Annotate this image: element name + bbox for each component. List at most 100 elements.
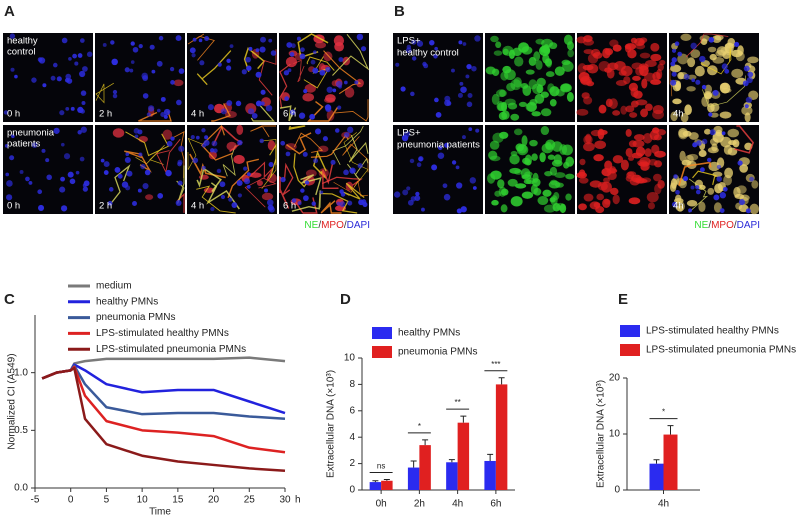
nucleus <box>690 42 697 50</box>
fiber <box>248 161 274 181</box>
nucleus <box>469 177 477 184</box>
cell <box>559 203 567 214</box>
cell <box>549 98 557 107</box>
nucleus <box>28 181 33 185</box>
cell <box>544 170 553 177</box>
cell <box>596 193 605 201</box>
cell <box>652 109 664 120</box>
nucleus <box>103 170 109 175</box>
nucleus <box>77 106 84 114</box>
y-axis-label: Extracellular DNA (×10³) <box>326 370 337 478</box>
nucleus <box>409 158 415 164</box>
nucleus <box>176 99 182 106</box>
nucleus <box>310 59 316 65</box>
cell <box>640 164 649 171</box>
nucleus <box>468 127 473 132</box>
nucleus <box>166 140 173 147</box>
cell <box>537 195 549 206</box>
cell <box>507 178 518 187</box>
nucleus <box>280 140 286 146</box>
cell <box>593 154 604 162</box>
nucleus <box>291 198 297 203</box>
cell <box>670 64 682 73</box>
legend-label: healthy PMNs <box>398 328 460 339</box>
fiber <box>322 163 339 190</box>
cell <box>680 33 692 41</box>
cell <box>578 169 586 177</box>
nucleus <box>701 138 708 145</box>
nucleus <box>60 176 66 182</box>
nucleus <box>204 135 209 140</box>
nucleus <box>132 46 139 53</box>
nucleus <box>289 109 296 115</box>
cell <box>625 147 633 157</box>
nucleus <box>124 67 130 73</box>
y-tick-label: 10 <box>344 353 356 364</box>
nucleus <box>670 61 676 67</box>
nucleus <box>255 100 262 107</box>
cell <box>522 157 531 165</box>
cell <box>629 112 638 118</box>
cell <box>326 109 335 121</box>
row-label: healthy control <box>397 48 459 59</box>
fiber <box>95 82 114 104</box>
cell <box>625 128 632 137</box>
nucleus <box>160 111 166 118</box>
nucleus <box>237 139 243 146</box>
cell <box>670 111 678 122</box>
cell <box>583 96 593 105</box>
cell <box>548 180 561 189</box>
nucleus <box>112 93 118 99</box>
nucleus <box>46 174 52 181</box>
cell <box>501 110 510 120</box>
nucleus <box>671 201 678 208</box>
fiber <box>227 158 260 199</box>
micrograph-content <box>279 33 370 122</box>
cell <box>548 42 558 50</box>
nucleus <box>746 76 753 84</box>
cell <box>583 142 595 152</box>
nucleus <box>207 104 214 111</box>
nucleus <box>286 42 293 48</box>
cell <box>625 105 635 113</box>
bar <box>369 482 382 490</box>
nucleus <box>671 57 677 63</box>
nucleus <box>216 168 222 174</box>
nucleus <box>339 189 344 194</box>
time-label: 4 h <box>191 201 204 212</box>
cell <box>749 203 760 215</box>
nucleus <box>322 136 328 142</box>
nucleus <box>280 176 286 183</box>
cell <box>620 159 629 171</box>
bar <box>663 434 678 490</box>
cell <box>751 180 759 189</box>
nucleus <box>336 201 341 206</box>
cell <box>323 51 333 62</box>
nucleus <box>305 180 310 185</box>
nucleus <box>11 134 15 139</box>
time-label: 6 h <box>283 201 296 212</box>
micrograph-content <box>669 33 759 123</box>
nucleus <box>53 62 58 68</box>
bar <box>381 480 393 490</box>
nucleus <box>708 112 713 117</box>
cell <box>499 131 509 139</box>
stain-legend-part: DAPI <box>737 220 760 231</box>
nucleus <box>456 208 462 214</box>
fiber <box>138 110 172 122</box>
nucleus <box>67 171 74 178</box>
nucleus <box>86 51 93 58</box>
nucleus <box>124 156 131 163</box>
fiber <box>342 136 369 173</box>
nucleus <box>455 165 460 170</box>
cell <box>747 56 759 64</box>
micrograph <box>3 125 93 214</box>
time-label: 0 h <box>7 201 20 212</box>
cell <box>732 139 740 148</box>
nucleus <box>343 80 348 85</box>
stain-legend-part: NE <box>694 220 708 231</box>
nucleus <box>80 90 87 96</box>
cell <box>635 99 648 106</box>
nucleus <box>151 69 156 74</box>
cell <box>513 77 522 88</box>
